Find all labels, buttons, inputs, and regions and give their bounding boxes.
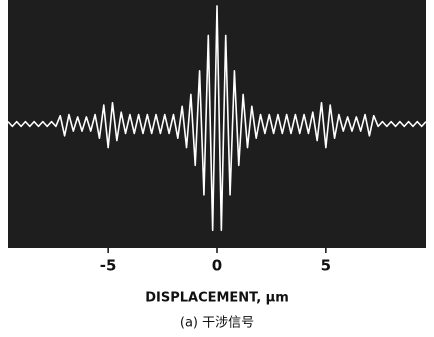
- chart: DISPLACEMENT, μm (a) 干涉信号 -5 0 5: [0, 0, 434, 337]
- x-tick-label: 5: [321, 257, 331, 275]
- x-tick-label: 0: [212, 257, 222, 275]
- x-tick-label: -5: [100, 257, 117, 275]
- caption: (a) 干涉信号: [180, 316, 254, 331]
- x-axis-label: DISPLACEMENT, μm: [145, 291, 289, 306]
